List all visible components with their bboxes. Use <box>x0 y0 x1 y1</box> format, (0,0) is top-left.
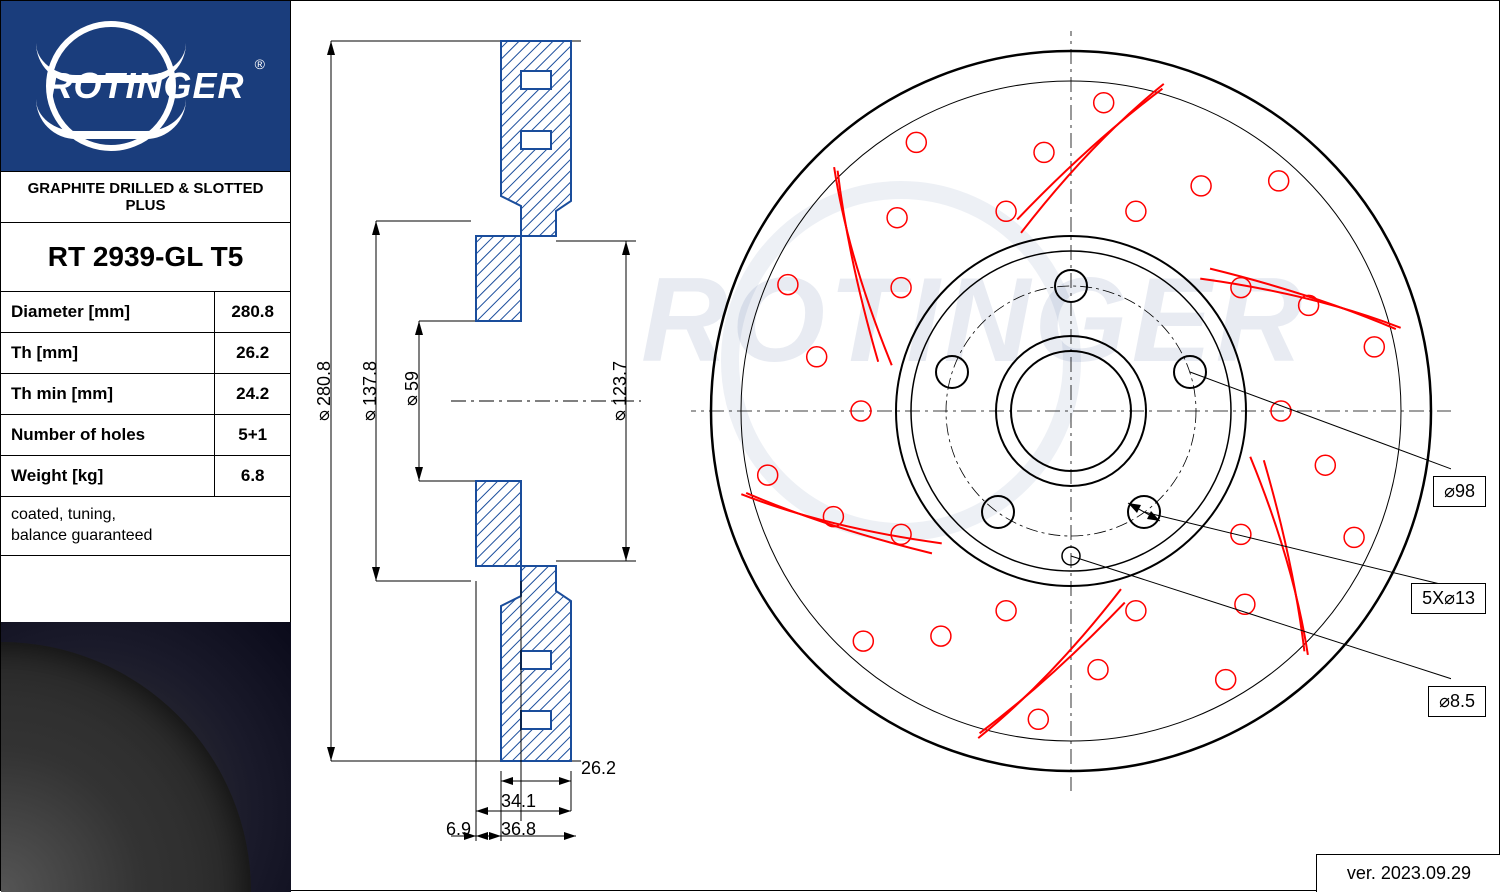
spec-value: 26.2 <box>215 333 290 374</box>
notes-line: balance guaranteed <box>11 527 152 544</box>
notes-line: coated, tuning, <box>11 506 116 523</box>
sidebar-panel: ROTINGER ® GRAPHITE DRILLED & SLOTTED PL… <box>1 1 291 892</box>
dim-h2: 36.8 <box>501 819 536 840</box>
spec-table: Diameter [mm]280.8 Th [mm]26.2 Th min [m… <box>1 292 290 497</box>
product-notes: coated, tuning, balance guaranteed <box>1 497 290 556</box>
callout-bolt-circle: ⌀98 <box>1433 476 1486 507</box>
callout-drill: ⌀8.5 <box>1428 686 1486 717</box>
registered-icon: ® <box>255 56 265 72</box>
table-row: Diameter [mm]280.8 <box>1 292 290 333</box>
product-photo <box>1 622 291 892</box>
product-category: GRAPHITE DRILLED & SLOTTED PLUS <box>1 171 290 223</box>
version-label: ver. 2023.09.29 <box>1316 854 1500 892</box>
dim-outer-diameter: ⌀280.8 <box>313 361 335 427</box>
technical-drawing: ROTINGER <box>291 1 1500 892</box>
table-row: Th [mm]26.2 <box>1 333 290 374</box>
dim-h1: 34.1 <box>501 791 536 812</box>
cross-section-view <box>301 21 681 851</box>
brand-name: ROTINGER <box>46 65 244 107</box>
table-row: Weight [kg]6.8 <box>1 456 290 497</box>
brand-logo: ROTINGER ® <box>1 1 290 171</box>
part-number: RT 2939-GL T5 <box>1 223 290 292</box>
spec-value: 280.8 <box>215 292 290 333</box>
callout-bolt-spec: 5X⌀13 <box>1411 583 1486 614</box>
spec-label: Diameter [mm] <box>1 292 215 333</box>
dim-h3: 6.9 <box>446 819 471 840</box>
dim-thickness: 26.2 <box>581 758 616 779</box>
dim-d4: ⌀123.7 <box>609 361 631 427</box>
front-view <box>691 31 1451 791</box>
table-row: Th min [mm]24.2 <box>1 374 290 415</box>
disc-photo-icon <box>1 642 251 892</box>
table-row: Number of holes5+1 <box>1 415 290 456</box>
spec-value: 5+1 <box>215 415 290 456</box>
spec-label: Th min [mm] <box>1 374 215 415</box>
spec-value: 24.2 <box>215 374 290 415</box>
spec-label: Number of holes <box>1 415 215 456</box>
spec-value: 6.8 <box>215 456 290 497</box>
spec-label: Weight [kg] <box>1 456 215 497</box>
dim-d3: ⌀59 <box>401 371 423 412</box>
spec-label: Th [mm] <box>1 333 215 374</box>
dim-d2: ⌀137.8 <box>359 361 381 427</box>
